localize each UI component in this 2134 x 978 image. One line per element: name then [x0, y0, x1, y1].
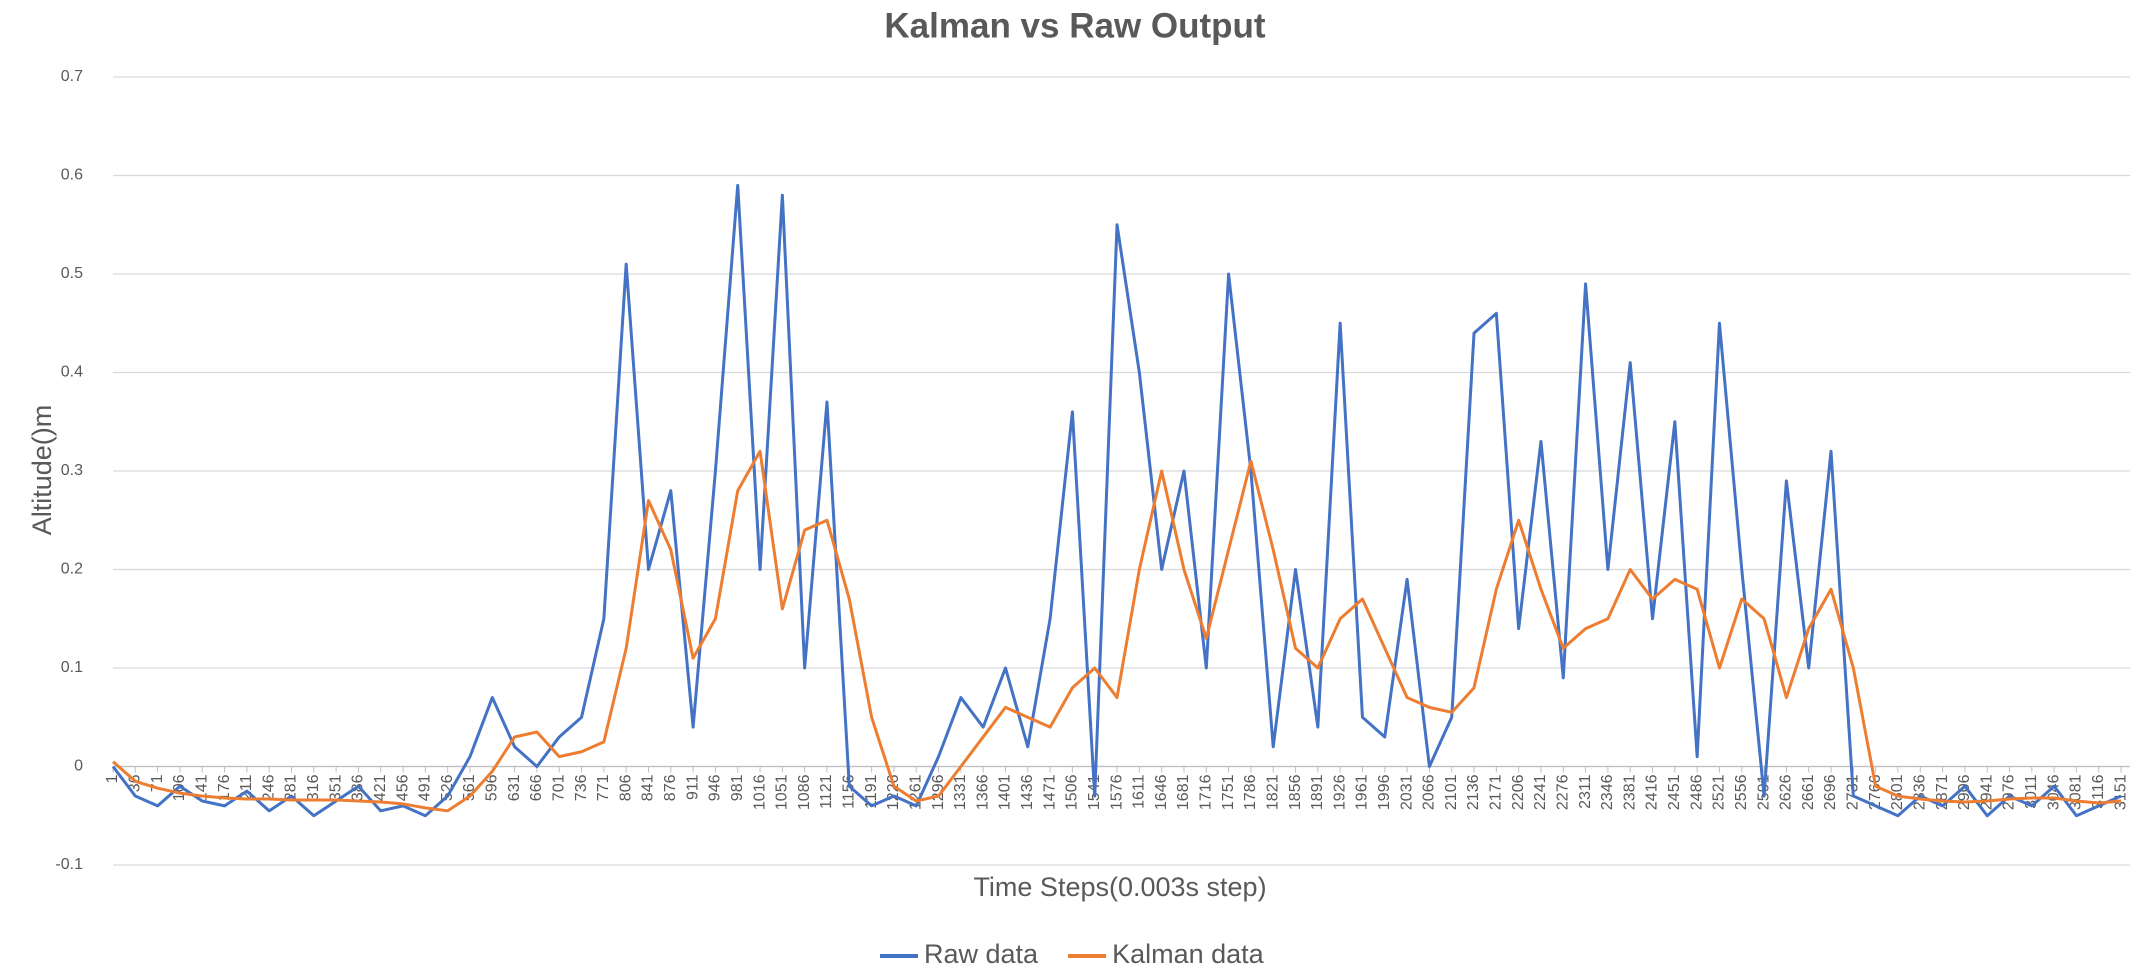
y-tick-label: 0.6 [61, 167, 83, 184]
x-tick-label: 1891 [1309, 774, 1326, 810]
x-tick-label: 1296 [930, 774, 947, 810]
x-tick-label: 1996 [1376, 774, 1393, 810]
x-tick-label: 3081 [2068, 774, 2085, 810]
x-tick-label: 1681 [1175, 774, 1192, 810]
x-tick-label: 1471 [1041, 774, 1058, 810]
x-tick-label: 2696 [1822, 774, 1839, 810]
x-tick-label: 456 [394, 774, 411, 801]
x-tick-label: 1821 [1264, 774, 1281, 810]
x-tick-label: 1926 [1331, 774, 1348, 810]
x-tick-label: 2206 [1510, 774, 1527, 810]
x-tick-label: 2521 [1711, 774, 1728, 810]
x-tick-label: 246 [260, 774, 277, 801]
data-line [112, 449, 2122, 813]
x-tick-label: 1436 [1019, 774, 1036, 810]
x-tick-label: 596 [484, 774, 501, 801]
x-tick-label: 876 [662, 774, 679, 801]
x-tick-label: 2416 [1644, 774, 1661, 810]
x-tick-label: 1156 [841, 774, 858, 809]
x-tick-label: 281 [283, 774, 300, 801]
x-tick-label: 1226 [885, 774, 902, 810]
x-tick-label: 2066 [1421, 774, 1438, 810]
x-tick-label: 1 [104, 774, 121, 783]
x-tick-label: 1576 [1108, 774, 1125, 810]
x-axis-title: Time Steps(0.003s step) [973, 872, 1266, 902]
x-tick-label: 1401 [997, 774, 1014, 810]
data-line [111, 183, 2122, 818]
x-tick-label: 1751 [1220, 774, 1237, 810]
x-tick-label: 1786 [1242, 774, 1259, 810]
y-tick-label: 0.7 [61, 68, 83, 85]
x-tick-label: 2346 [1599, 774, 1616, 810]
x-tick-label: 771 [595, 774, 612, 801]
legend-label: Raw data [924, 939, 1039, 969]
x-tick-label: 3046 [2045, 774, 2062, 810]
x-tick-label: 2311 [1577, 774, 1594, 809]
x-tick-label: 2941 [1978, 774, 1995, 810]
x-tick-label: 421 [372, 774, 389, 801]
x-tick-label: 2976 [2001, 774, 2018, 810]
y-axis-title: Altitude()m [27, 405, 57, 536]
x-tick-label: 1086 [796, 774, 813, 810]
x-tick-label: 2031 [1398, 774, 1415, 810]
x-tick-label: 911 [684, 774, 701, 800]
x-tick-label: 1331 [952, 774, 969, 810]
x-tick-label: 1016 [751, 774, 768, 810]
x-tick-label: 1646 [1153, 774, 1170, 810]
x-tick-label: 3116 [2090, 774, 2107, 809]
x-tick-label: 1716 [1198, 774, 1215, 810]
x-tick-label: 491 [417, 774, 434, 801]
y-tick-label: 0.1 [61, 659, 83, 676]
x-tick-label: 1121 [818, 774, 835, 809]
legend-label: Kalman data [1112, 939, 1265, 969]
x-tick-label: 1051 [774, 774, 791, 810]
x-tick-label: 2136 [1465, 774, 1482, 810]
x-tick-label: 1611 [1131, 774, 1148, 809]
x-tick-label: 2241 [1532, 774, 1549, 810]
x-tick-label: 2486 [1688, 774, 1705, 810]
x-tick-label: 526 [439, 774, 456, 801]
x-tick-label: 316 [305, 774, 322, 801]
x-tick-label: 736 [573, 774, 590, 801]
x-tick-label: 1366 [974, 774, 991, 810]
y-tick-label: 0.4 [61, 364, 83, 381]
x-tick-label: 2661 [1800, 774, 1817, 810]
x-tick-label: 561 [461, 774, 478, 801]
x-tick-label: 3151 [2112, 774, 2129, 810]
chart-title: Kalman vs Raw Output [884, 6, 1266, 45]
x-tick-label: 1961 [1354, 774, 1371, 810]
x-tick-label: 2381 [1621, 774, 1638, 810]
x-tick-label: 2451 [1666, 774, 1683, 810]
x-tick-label: 1856 [1287, 774, 1304, 810]
x-tick-label: 2556 [1733, 774, 1750, 810]
x-tick-label: 2766 [1867, 774, 1884, 810]
x-tick-label: 2836 [1911, 774, 1928, 810]
x-tick-label: 2171 [1488, 774, 1505, 810]
y-tick-label: -0.1 [55, 856, 83, 873]
legend: Raw data Kalman data [880, 939, 1265, 969]
x-tick-label: 351 [327, 774, 344, 801]
x-tick-label: 2626 [1778, 774, 1795, 810]
x-tick-label: 2101 [1443, 774, 1460, 810]
x-tick-label: 701 [550, 774, 567, 801]
y-tick-label: 0.3 [61, 462, 83, 479]
x-tick-label: 176 [216, 774, 233, 801]
x-tick-label: 981 [729, 774, 746, 801]
x-tick-label: 841 [640, 774, 657, 801]
x-tick-label: 3011 [2023, 774, 2040, 809]
x-tick-label: 946 [707, 774, 724, 801]
y-tick-label: 0 [74, 758, 83, 775]
x-tick-label: 2801 [1889, 774, 1906, 810]
y-tick-label: 0.2 [61, 561, 83, 578]
x-tick-label: 631 [506, 774, 523, 801]
x-tick-label: 666 [528, 774, 545, 801]
x-tick-label: 1506 [1064, 774, 1081, 810]
y-tick-label: 0.5 [61, 265, 83, 282]
x-tick-label: 2276 [1554, 774, 1571, 810]
x-tick-label: 806 [617, 774, 634, 801]
